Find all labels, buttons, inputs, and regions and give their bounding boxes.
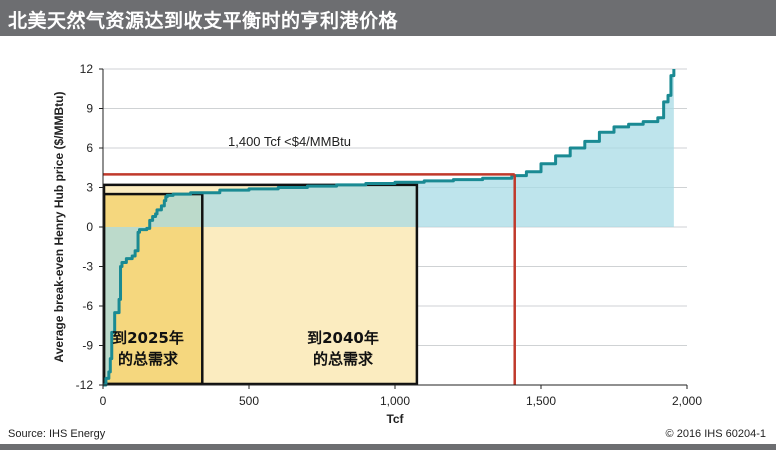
y-tick-label-6: -6: [82, 299, 93, 313]
supply-curve-line: [103, 69, 676, 387]
chart-title: 北美天然气资源达到收支平衡时的亨利港价格: [8, 10, 399, 32]
y-tick-label-5: -3: [82, 260, 93, 274]
x-axis-title: Tcf: [386, 412, 404, 426]
x-tick-label-2: 1,000: [380, 394, 410, 408]
copyright-note: © 2016 IHS 60204-1: [665, 428, 766, 440]
y-tick-label-3: 3: [86, 181, 93, 195]
supply-area-fill: [103, 69, 674, 385]
source-note: Source: IHS Energy: [8, 428, 106, 440]
label-2040-line2: 的总需求: [313, 350, 374, 368]
demand-boxes-outline: [102, 183, 419, 386]
y-tick-label-1: 9: [86, 102, 93, 116]
x-tick-label-0: 0: [100, 394, 107, 408]
y-tick-label-2: 6: [86, 141, 93, 155]
x-tick-label-4: 2,000: [672, 394, 702, 408]
y-tick-label-0: 12: [80, 62, 94, 76]
supply-area: [103, 69, 674, 385]
label-2025-line2: 的总需求: [118, 350, 179, 368]
annotation-1400tcf: 1,400 Tcf <$4/MMBtu: [228, 134, 351, 149]
x-tick-label-3: 1,500: [526, 394, 556, 408]
x-tick-label-1: 500: [239, 394, 259, 408]
bottom-rule: [0, 444, 776, 450]
y-tick-label-7: -9: [82, 339, 93, 353]
y-tick-label-4: 0: [86, 220, 93, 234]
box-2025-outline: [102, 192, 204, 386]
label-2025-line1: 到2025年: [112, 329, 184, 347]
supply-curve: [103, 69, 676, 387]
y-tick-label-8: -12: [76, 378, 94, 392]
threshold-lines: [103, 173, 516, 385]
y-axis-title: Average break-even Henry Hub price ($/MM…: [52, 92, 66, 363]
x-tick-labels: 0 500 1,000 1,500 2,000: [100, 385, 702, 408]
label-2040-line1: 到2040年: [307, 329, 379, 347]
y-tick-labels: 12 9 6 3 0 -3 -6 -9 -12: [76, 62, 103, 392]
title-bar: 北美天然气资源达到收支平衡时的亨利港价格: [0, 0, 776, 36]
